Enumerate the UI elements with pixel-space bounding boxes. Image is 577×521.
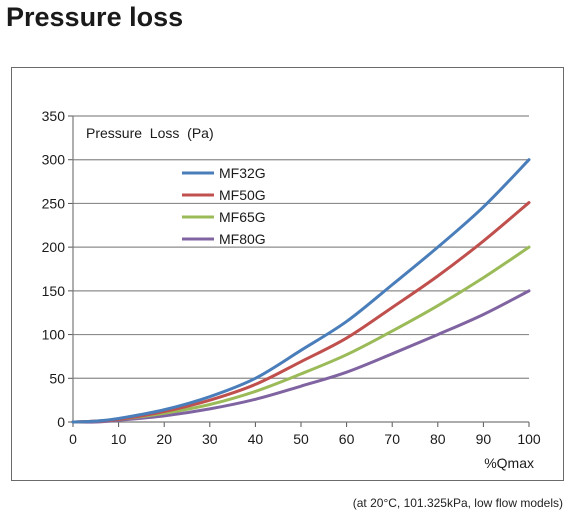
axes (68, 115, 530, 427)
page-title: Pressure loss (6, 2, 184, 32)
x-tick-label: 70 (384, 431, 400, 447)
x-tick-label: 100 (517, 431, 541, 447)
x-tick-label: 40 (248, 431, 264, 447)
legend-label-mf80g: MF80G (219, 231, 266, 247)
y-tick-label: 150 (42, 283, 66, 299)
y-tick-label: 200 (42, 239, 66, 255)
x-tick-label: 60 (339, 431, 355, 447)
x-axis-title: %Qmax (484, 455, 534, 471)
x-tick-label: 30 (202, 431, 218, 447)
legend-label-mf32g: MF32G (219, 165, 266, 181)
x-tick-label: 50 (293, 431, 309, 447)
series-line-mf80g (71, 289, 531, 424)
y-axis-title: Pressure Loss (Pa) (86, 125, 214, 141)
y-tick-label: 250 (42, 195, 66, 211)
grid-lines (73, 115, 529, 379)
x-tick-label: 0 (69, 431, 77, 447)
tick-labels: 0 50 100 150 200 250 300 350 0 10 20 30 40 50 60 70 80 90… (42, 108, 541, 447)
pressure-loss-chart: 0 50 100 150 200 250 300 350 0 10 20 30 40 50 60 70 80 90… (42, 108, 541, 471)
series-line-mf50g (71, 201, 531, 424)
legend-label-mf50g: MF50G (219, 187, 266, 203)
x-tick-label: 20 (156, 431, 172, 447)
y-tick-label: 100 (42, 327, 66, 343)
y-tick-label: 300 (42, 152, 66, 168)
y-tick-label: 350 (42, 108, 66, 124)
series-line-mf32g (71, 158, 531, 424)
x-tick-label: 10 (111, 431, 127, 447)
footnote: (at 20°C, 101.325kPa, low flow models) (352, 496, 563, 510)
x-tick-label: 90 (476, 431, 492, 447)
legend-label-mf65g: MF65G (219, 209, 266, 225)
chart-frame: 0 50 100 150 200 250 300 350 0 10 20 30 40 50 60 70 80 90… (11, 67, 564, 481)
y-tick-label: 0 (57, 414, 65, 430)
data-series (71, 158, 531, 424)
y-tick-label: 50 (49, 370, 65, 386)
legend: MF32G MF50G MF65G MF80G (182, 165, 266, 247)
x-tick-label: 80 (430, 431, 446, 447)
